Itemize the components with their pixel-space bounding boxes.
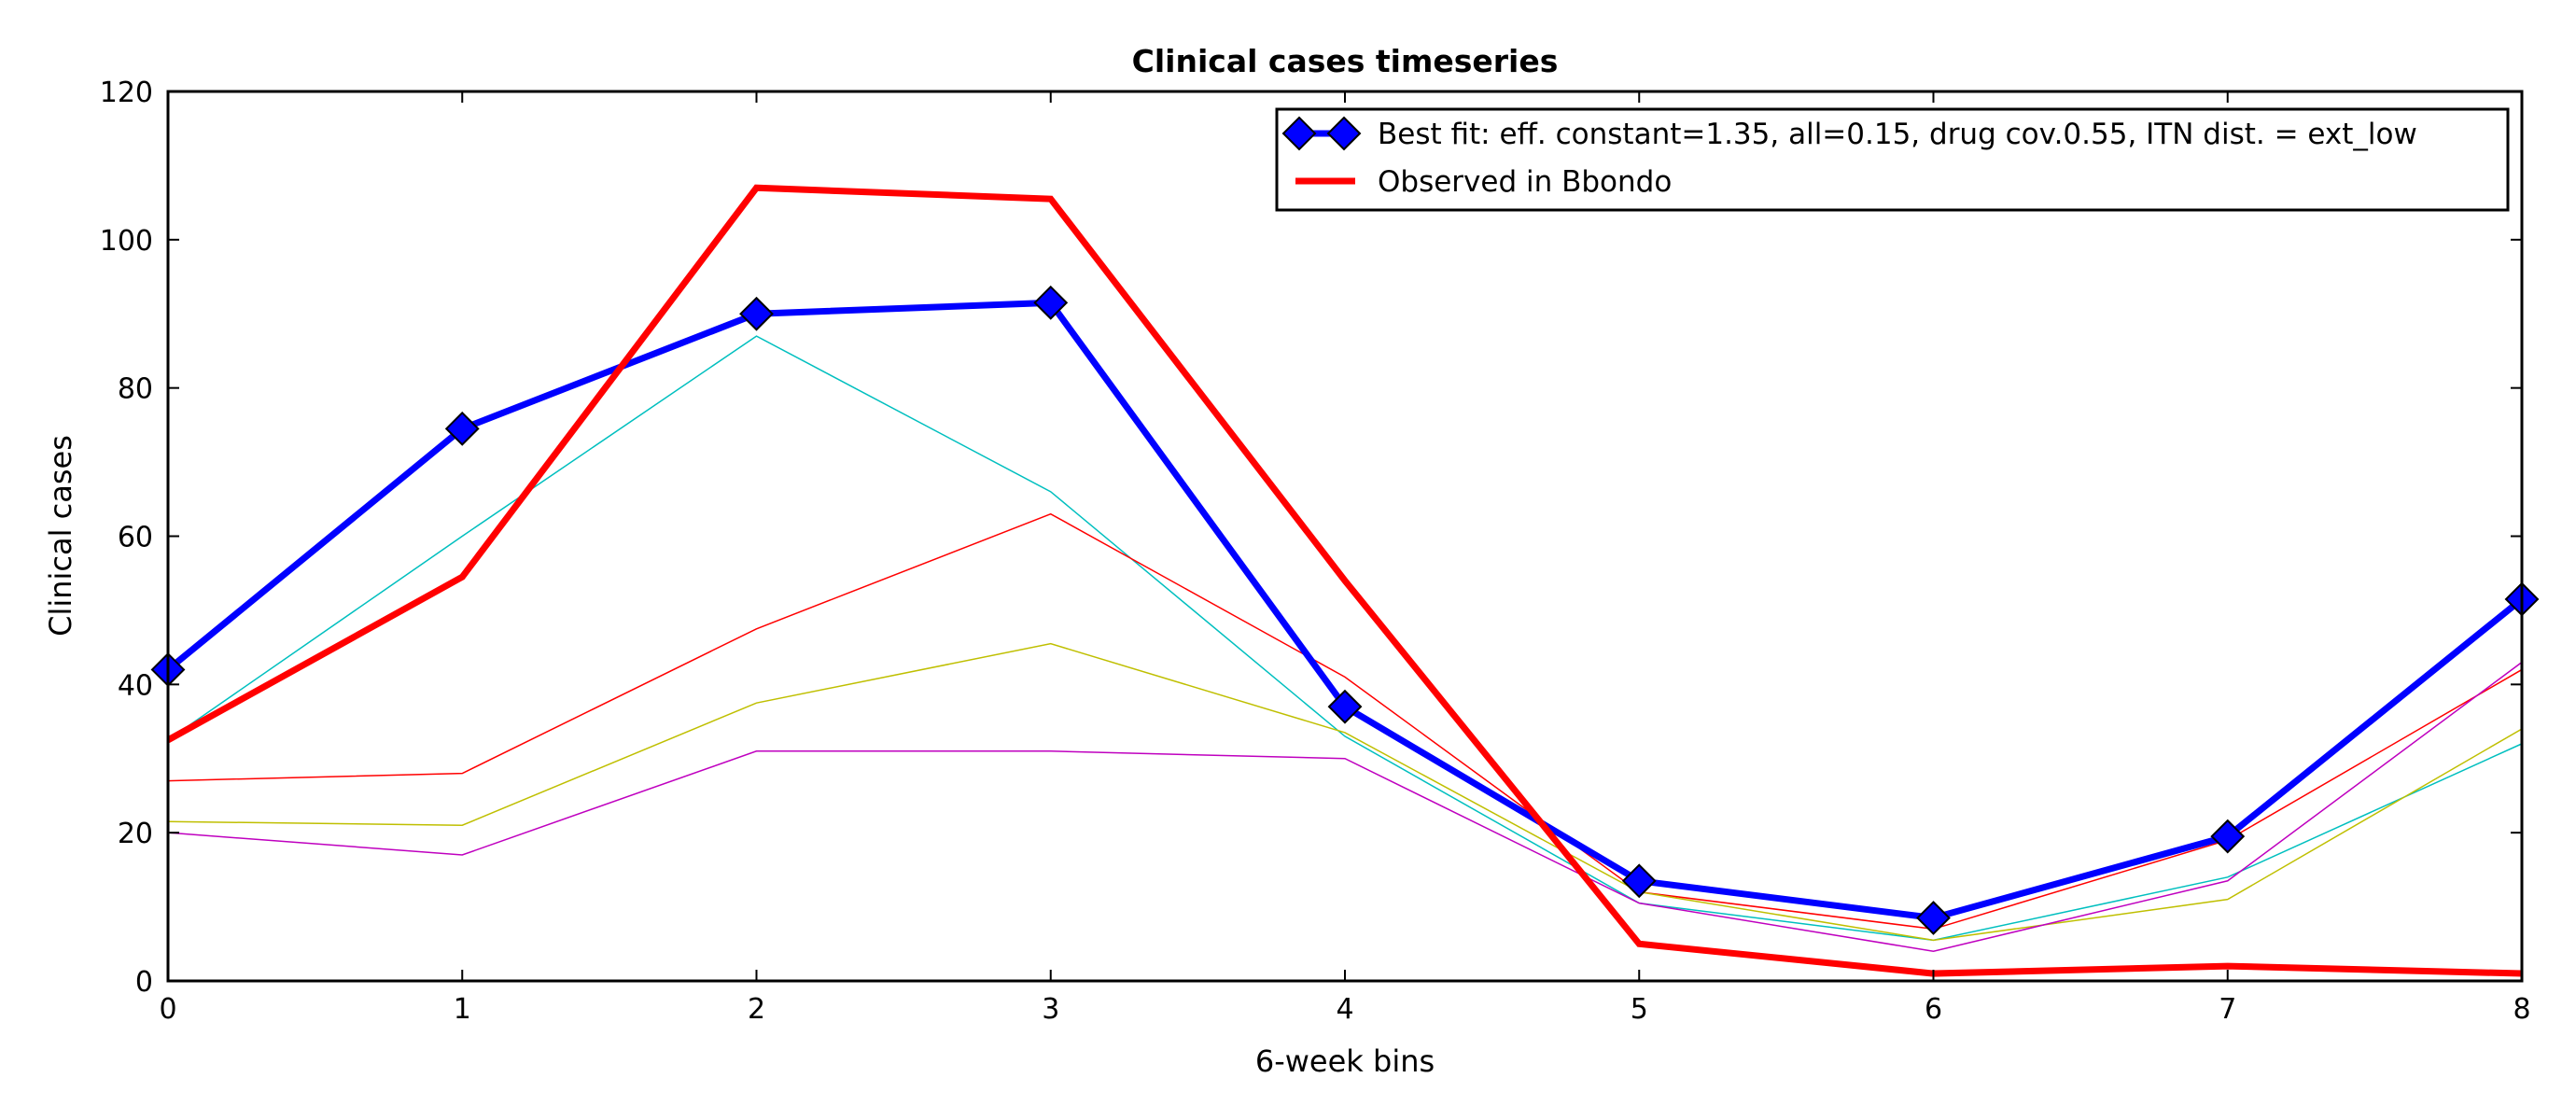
chart-title: Clinical cases timeseries (1132, 43, 1559, 79)
series-line-1 (168, 512, 2522, 931)
x-tick-label-1: 1 (454, 993, 471, 1026)
x-tick-label-2: 2 (748, 993, 765, 1026)
series-4-point-7 (2210, 819, 2246, 854)
series-4-point-2 (739, 296, 774, 331)
y-tick-label-2: 40 (118, 669, 153, 702)
y-tick-label-6: 120 (100, 77, 153, 109)
y-tick-label-0: 0 (135, 966, 153, 999)
y-tick-label-4: 80 (118, 373, 153, 406)
legend-box (1275, 107, 2510, 212)
x-tick-label-5: 5 (1631, 993, 1648, 1026)
series-line-4 (168, 299, 2522, 922)
x-tick-label-4: 4 (1336, 993, 1353, 1026)
legend-label-0: Best fit: eff. constant=1.35, all=0.15, … (1378, 118, 2417, 151)
legend: Best fit: eff. constant=1.35, all=0.15, … (1275, 107, 2510, 212)
plot-frame (166, 90, 2524, 983)
x-tick-label-6: 6 (1925, 993, 1942, 1026)
x-tick-label-8: 8 (2513, 993, 2530, 1026)
series-4-point-4 (1327, 689, 1363, 724)
series-4-point-6 (1916, 901, 1951, 935)
y-tick-label-3: 60 (118, 522, 153, 554)
series-4-point-5 (1621, 863, 1657, 899)
series-line-5 (168, 184, 2522, 977)
x-axis-label: 6-week bins (1255, 1043, 1435, 1079)
series-line-3 (168, 661, 2522, 952)
y-axis-label: Clinical cases (43, 435, 78, 637)
legend-swatch-marker-0-0 (1281, 116, 1317, 151)
series-line-2 (168, 642, 2522, 942)
y-tick-label-1: 20 (118, 818, 153, 850)
legend-swatch-marker-0-1 (1326, 116, 1362, 151)
series-4-point-3 (1033, 285, 1069, 320)
marker-layer (150, 285, 2540, 935)
series-4-point-1 (444, 411, 480, 446)
legend-label-1: Observed in Bbondo (1378, 165, 1672, 199)
x-tick-label-0: 0 (159, 993, 176, 1026)
series-layer (168, 184, 2522, 977)
series-line-0 (168, 335, 2522, 942)
x-tick-label-3: 3 (1042, 993, 1059, 1026)
y-tick-label-5: 100 (100, 225, 153, 258)
x-tick-label-7: 7 (2219, 993, 2236, 1026)
